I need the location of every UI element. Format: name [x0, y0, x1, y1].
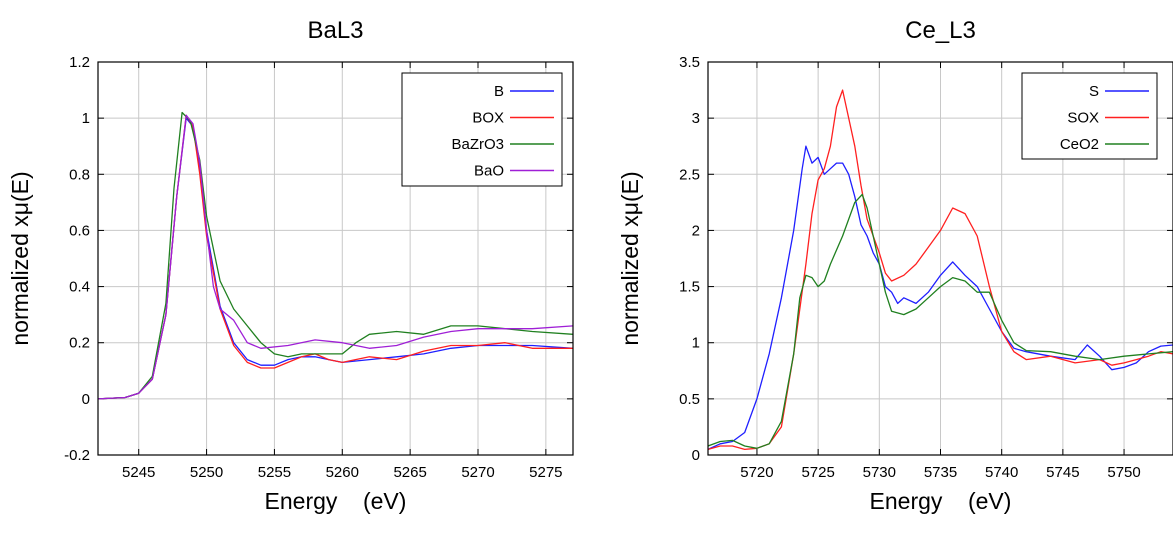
chart-title: BaL3 — [307, 17, 363, 44]
x-tick-label: 5250 — [190, 464, 223, 481]
legend-label: BaO — [474, 163, 504, 180]
plot-frame — [707, 61, 1173, 456]
x-tick-label: 5730 — [863, 464, 896, 481]
x-tick-label: 5260 — [326, 464, 359, 481]
y-tick-label: 2.5 — [679, 166, 700, 183]
legend-label: B — [494, 83, 504, 100]
legend-box — [401, 72, 563, 187]
series-line-s — [708, 145, 1173, 450]
y-tick-label: 3 — [692, 110, 700, 127]
legend-label: CeO2 — [1060, 136, 1099, 153]
legend-label: S — [1089, 83, 1099, 100]
legend-label: BaZrO3 — [451, 136, 504, 153]
y-tick-label: -0.2 — [64, 447, 90, 464]
plot-frame — [97, 61, 574, 456]
y-tick-label: 1 — [82, 110, 90, 127]
series-line-bazro3 — [98, 111, 573, 400]
x-tick-label: 5720 — [740, 464, 773, 481]
y-axis-label: normalized xμ(E) — [7, 171, 33, 345]
x-axis-label: Energy (eV) — [265, 488, 407, 514]
x-tick-label: 5270 — [461, 464, 494, 481]
y-tick-label: 0.8 — [69, 166, 90, 183]
y-tick-label: 1.5 — [679, 279, 700, 296]
y-axis-label: normalized xμ(E) — [617, 171, 643, 345]
legend-label: SOX — [1067, 110, 1099, 127]
x-tick-label: 5735 — [924, 464, 957, 481]
x-tick-label: 5255 — [258, 464, 291, 481]
y-tick-label: 2 — [692, 222, 700, 239]
x-tick-label: 5745 — [1046, 464, 1079, 481]
legend-label: BOX — [472, 110, 504, 127]
x-tick-label: 5725 — [801, 464, 834, 481]
y-tick-label: 0 — [692, 447, 700, 464]
y-tick-label: 0.4 — [69, 279, 90, 296]
y-tick-label: 1.2 — [69, 54, 90, 71]
x-tick-label: 5245 — [122, 464, 155, 481]
series-line-bao — [98, 114, 573, 400]
y-tick-label: 0.2 — [69, 335, 90, 352]
x-tick-label: 5265 — [393, 464, 426, 481]
chart-title: Ce_L3 — [905, 17, 976, 44]
x-tick-label: 5750 — [1107, 464, 1140, 481]
y-tick-label: 0.6 — [69, 222, 90, 239]
y-tick-label: 0.5 — [679, 391, 700, 408]
chart-bal3: 5245 5250 5255 5260 5265 5270 5275 -0.2 0 0.2 0.4 0… — [7, 17, 574, 514]
x-tick-label: 5740 — [985, 464, 1018, 481]
chart-ce-l3: 5720 5725 5730 5735 5740 5745 5750 0 0.5 1 1.5 2 2.5… — [617, 17, 1173, 514]
x-tick-label: 5275 — [529, 464, 562, 481]
legend: B BOX BaZrO3 BaO — [401, 72, 563, 187]
legend: S SOX CeO2 — [1021, 72, 1158, 160]
y-tick-label: 1 — [692, 335, 700, 352]
series-line-ceo2 — [708, 193, 1173, 449]
y-tick-label: 3.5 — [679, 54, 700, 71]
x-axis-label: Energy (eV) — [870, 488, 1012, 514]
y-tick-label: 0 — [82, 391, 90, 408]
